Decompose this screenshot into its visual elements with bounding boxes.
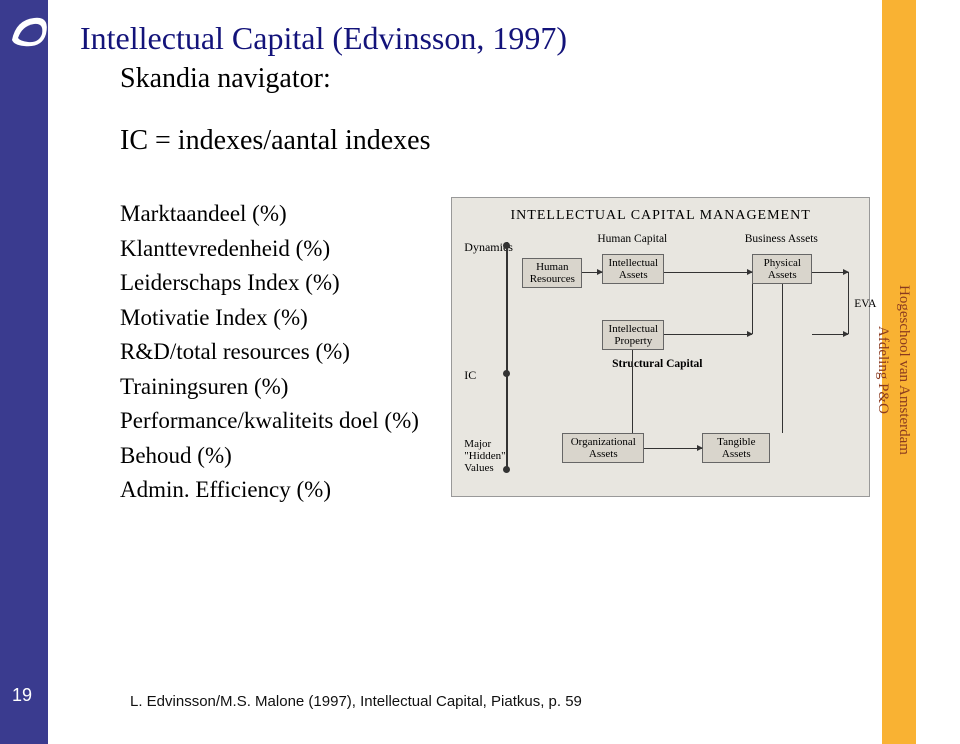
arrow-icon — [812, 334, 848, 335]
page-title: Intellectual Capital (Edvinsson, 1997) — [80, 20, 870, 57]
box-physical-assets: Physical Assets — [752, 254, 812, 284]
label-business-assets: Business Assets — [738, 233, 824, 246]
logo-swirl-icon — [6, 10, 52, 56]
connector-line — [752, 284, 753, 334]
arrow-icon — [664, 334, 752, 335]
list-item: Behoud (%) — [120, 439, 441, 474]
institution-line-2: Afdeling P&O — [874, 326, 891, 414]
connector-line — [848, 272, 849, 334]
ic-diagram: INTELLECTUAL CAPITAL MANAGEMENT Dynamics… — [451, 197, 870, 497]
box-intellectual-assets: Intellectual Assets — [602, 254, 664, 284]
arrow-icon — [644, 448, 702, 449]
label-human-capital: Human Capital — [594, 233, 670, 246]
list-item: Klanttevredenheid (%) — [120, 232, 441, 267]
footer-citation: L. Edvinsson/M.S. Malone (1997), Intelle… — [130, 693, 582, 710]
list-item: Motivatie Index (%) — [120, 301, 441, 336]
subtitle: Skandia navigator: — [120, 63, 870, 95]
list-item: Performance/kwaliteits doel (%) — [120, 404, 441, 439]
box-organizational-assets: Organizational Assets — [562, 433, 644, 463]
institution-line-1: Hogeschool van Amsterdam — [895, 285, 912, 455]
left-decor-band — [0, 0, 48, 744]
index-list: Marktaandeel (%) Klanttevredenheid (%) L… — [120, 197, 441, 508]
axis-dot — [503, 466, 510, 473]
slide-content: Intellectual Capital (Edvinsson, 1997) S… — [80, 20, 870, 508]
label-structural-capital: Structural Capital — [602, 358, 712, 371]
connector-line — [782, 284, 783, 433]
institution-label: Hogeschool van Amsterdam Afdeling P&O — [886, 200, 912, 540]
arrow-icon — [812, 272, 848, 273]
axis-dot — [503, 242, 510, 249]
axis-label-mid: IC — [464, 368, 476, 383]
list-item: Admin. Efficiency (%) — [120, 473, 441, 508]
diagram-title: INTELLECTUAL CAPITAL MANAGEMENT — [452, 208, 869, 224]
list-item: R&D/total resources (%) — [120, 335, 441, 370]
label-eva: EVA — [850, 298, 880, 311]
formula-text: IC = indexes/aantal indexes — [120, 125, 870, 157]
arrow-icon — [582, 272, 602, 273]
vertical-axis — [506, 242, 508, 472]
box-tangible-assets: Tangible Assets — [702, 433, 770, 463]
box-intellectual-property: Intellectual Property — [602, 320, 664, 350]
list-item: Trainingsuren (%) — [120, 370, 441, 405]
list-item: Marktaandeel (%) — [120, 197, 441, 232]
list-item: Leiderschaps Index (%) — [120, 266, 441, 301]
axis-label-bottom: Major "Hidden" Values — [464, 438, 505, 474]
arrow-icon — [664, 272, 752, 273]
axis-dot — [503, 370, 510, 377]
box-human-resources: Human Resources — [522, 258, 582, 288]
page-number: 19 — [12, 685, 32, 706]
connector-line — [632, 350, 633, 433]
